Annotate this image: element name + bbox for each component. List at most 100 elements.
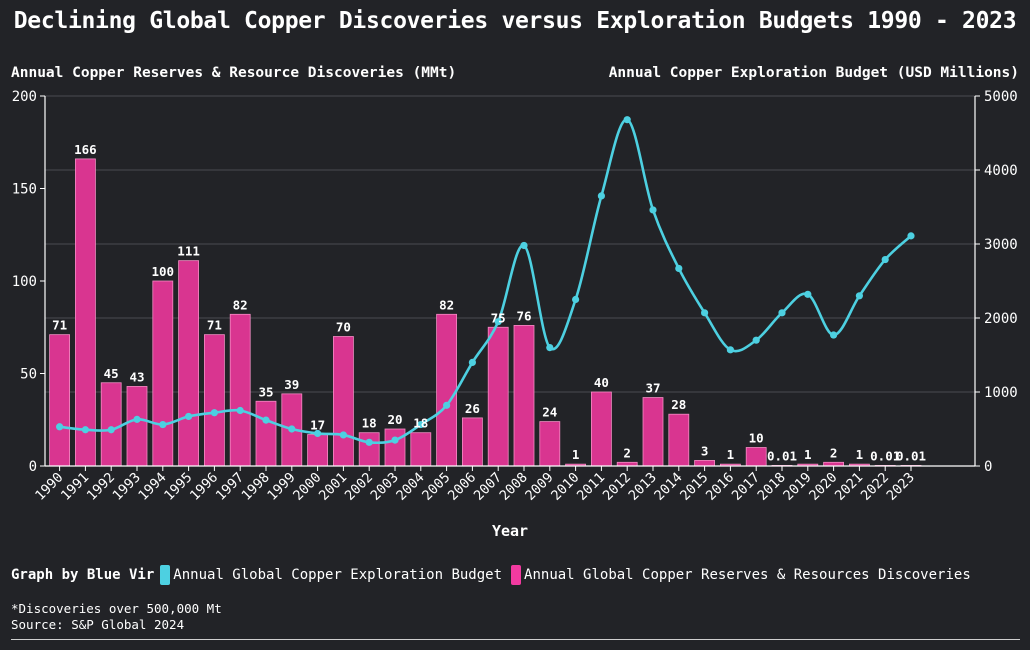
bar-value-label: 35 bbox=[258, 384, 273, 399]
right-tick-label: 3000 bbox=[984, 237, 1018, 253]
bar-value-label: 2 bbox=[830, 445, 838, 460]
bar-1998 bbox=[255, 400, 277, 467]
budget-point-2010 bbox=[572, 295, 580, 304]
bar-1995 bbox=[178, 260, 200, 467]
budget-point-2023 bbox=[907, 232, 915, 240]
bottom-rule bbox=[11, 639, 1020, 640]
x-tick-label: 1997 bbox=[213, 470, 247, 504]
bar-value-label: 40 bbox=[594, 375, 609, 390]
x-tick-label: 2000 bbox=[290, 470, 324, 504]
bar-value-label: 18 bbox=[413, 416, 428, 431]
bar-value-label: 70 bbox=[336, 320, 351, 335]
budget-point-2004 bbox=[417, 420, 425, 429]
bar-value-label: 24 bbox=[542, 405, 557, 420]
bar-value-label: 37 bbox=[645, 381, 660, 396]
bar-value-label: 45 bbox=[104, 366, 119, 381]
budget-point-2018 bbox=[778, 309, 786, 317]
x-tick-label: 1995 bbox=[161, 470, 195, 504]
legend-label-discoveries: Annual Global Copper Reserves & Resource… bbox=[524, 567, 971, 583]
x-tick-label: 1991 bbox=[58, 470, 92, 504]
bar-1997 bbox=[229, 313, 251, 467]
x-tick-label: 2018 bbox=[755, 470, 789, 504]
budget-point-1997 bbox=[236, 406, 244, 415]
x-tick-label: 2022 bbox=[858, 470, 892, 504]
bar-value-label: 0.01 bbox=[870, 448, 900, 463]
chart-title: Declining Global Copper Discoveries vers… bbox=[13, 8, 1017, 34]
bar-2002 bbox=[358, 432, 380, 467]
x-tick-label: 2003 bbox=[368, 470, 402, 504]
x-tick-label: 2011 bbox=[574, 470, 608, 504]
x-tick-label: 2005 bbox=[419, 470, 453, 504]
bar-2001 bbox=[332, 336, 354, 467]
x-tick-label: 2009 bbox=[522, 470, 556, 504]
right-axis-title: Annual Copper Exploration Budget (USD Mi… bbox=[608, 65, 1019, 81]
budget-point-2021 bbox=[855, 292, 864, 300]
bar-2013 bbox=[642, 397, 664, 467]
legend: Graph by Blue Vir Annual Global Copper E… bbox=[11, 565, 980, 585]
bar-2005 bbox=[436, 313, 458, 467]
bar-value-label: 1 bbox=[856, 447, 864, 462]
x-tick-label: 1999 bbox=[264, 470, 298, 504]
left-axis-title: Annual Copper Reserves & Resource Discov… bbox=[11, 65, 457, 81]
budget-point-2012 bbox=[623, 116, 631, 124]
bar-1993 bbox=[126, 386, 148, 467]
budget-point-1998 bbox=[262, 416, 270, 424]
right-tick-label: 4000 bbox=[984, 163, 1018, 179]
bar-value-label: 82 bbox=[439, 297, 454, 312]
bar-value-label: 1 bbox=[572, 447, 580, 462]
bar-value-label: 166 bbox=[74, 142, 97, 157]
x-tick-label: 1992 bbox=[84, 470, 118, 504]
right-tick-label: 5000 bbox=[984, 89, 1018, 105]
source-note: Source: S&P Global 2024 bbox=[11, 617, 185, 632]
left-tick-label: 0 bbox=[29, 459, 37, 475]
bar-2004 bbox=[410, 432, 432, 467]
x-tick-label: 1996 bbox=[187, 470, 221, 504]
budget-point-2008 bbox=[520, 241, 528, 250]
bar-value-label: 28 bbox=[671, 397, 686, 412]
bar-2000 bbox=[307, 434, 329, 467]
bar-1992 bbox=[100, 382, 122, 467]
x-tick-label: 1993 bbox=[110, 470, 144, 504]
bar-2011 bbox=[591, 391, 612, 467]
bar-value-label: 1 bbox=[727, 447, 735, 462]
x-tick-label: 2014 bbox=[651, 470, 685, 504]
right-tick-label: 0 bbox=[984, 459, 992, 475]
budget-point-2013 bbox=[649, 206, 657, 214]
budget-line bbox=[59, 118, 912, 445]
budget-point-1999 bbox=[288, 425, 296, 433]
bar-2008 bbox=[513, 324, 535, 467]
budget-point-2022 bbox=[881, 255, 889, 264]
bar-1990 bbox=[49, 334, 70, 467]
bar-2006 bbox=[461, 417, 483, 467]
bar-value-label: 10 bbox=[749, 431, 764, 446]
left-tick-label: 200 bbox=[12, 89, 37, 105]
x-tick-label: 2020 bbox=[806, 470, 840, 504]
bar-2007 bbox=[487, 326, 509, 467]
budget-point-2011 bbox=[597, 192, 606, 200]
left-tick-label: 150 bbox=[12, 182, 37, 198]
x-tick-label: 2015 bbox=[677, 470, 711, 504]
budget-point-1996 bbox=[210, 409, 218, 417]
x-tick-label: 2004 bbox=[393, 470, 427, 504]
x-tick-label: 2019 bbox=[780, 470, 814, 504]
left-tick-label: 100 bbox=[12, 274, 37, 290]
x-tick-label: 2016 bbox=[703, 470, 737, 504]
budget-point-2009 bbox=[546, 344, 554, 352]
bar-value-label: 100 bbox=[152, 264, 175, 279]
legend-swatch-budget bbox=[160, 565, 171, 585]
budget-point-2017 bbox=[752, 336, 760, 344]
x-tick-label: 2021 bbox=[832, 470, 866, 504]
x-tick-label: 1998 bbox=[239, 470, 273, 504]
bar-value-label: 75 bbox=[491, 310, 506, 325]
budget-point-2003 bbox=[391, 436, 399, 444]
budget-point-2019 bbox=[804, 290, 812, 298]
budget-point-2001 bbox=[339, 431, 347, 439]
x-tick-label: 2002 bbox=[342, 470, 376, 504]
budget-point-2014 bbox=[675, 264, 683, 273]
bar-value-label: 20 bbox=[387, 412, 402, 427]
x-tick-label: 2017 bbox=[729, 470, 763, 504]
x-tick-label: 2013 bbox=[626, 470, 660, 504]
bar-value-label: 39 bbox=[284, 377, 299, 392]
budget-point-2006 bbox=[468, 358, 476, 366]
